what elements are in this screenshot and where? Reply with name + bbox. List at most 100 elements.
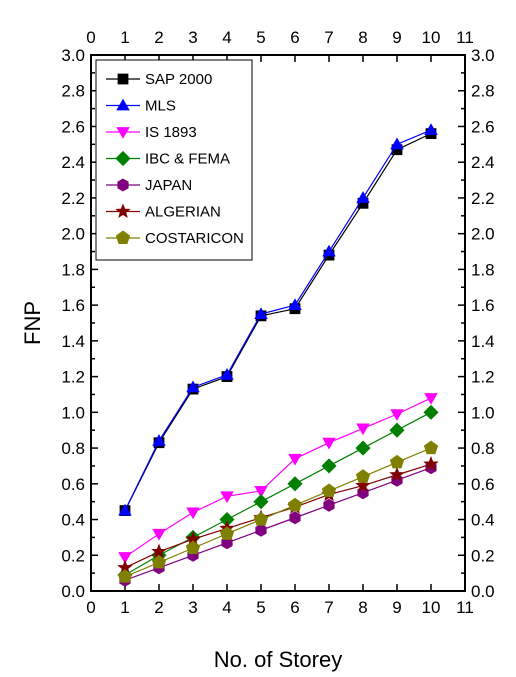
data-point-marker [254,307,268,319]
x-tick-label-bottom: 0 [86,598,95,617]
x-tick-label-top: 0 [86,28,95,47]
y-tick-label-left: 0.8 [61,439,85,458]
series-japan [119,461,437,587]
y-tick-label-left: 1.0 [61,403,85,422]
x-tick-label-top: 2 [154,28,163,47]
data-point-marker [356,191,370,203]
series-mls [118,123,438,516]
y-tick-label-right: 1.4 [471,332,495,351]
data-point-marker [322,437,336,450]
data-point-marker [220,368,234,380]
y-tick-label-right: 2.4 [471,153,495,172]
data-point-marker [287,497,303,512]
data-point-marker [390,409,404,421]
data-point-marker [220,491,234,504]
x-tick-label-bottom: 10 [422,598,441,617]
y-tick-label-right: 1.8 [471,260,495,279]
series-line [124,463,432,569]
data-point-marker [355,469,371,483]
x-tick-label-bottom: 6 [290,598,299,617]
x-tick-label-bottom: 8 [358,598,367,617]
data-point-marker [254,486,268,498]
y-tick-label-right: 0.8 [471,439,495,458]
y-tick-label-right: 2.6 [471,117,495,136]
x-tick-label-bottom: 7 [324,598,333,617]
x-tick-label-top: 5 [256,28,265,47]
legend-label: JAPAN [145,177,192,194]
x-tick-label-bottom: 5 [256,598,265,617]
data-point-marker [423,440,439,455]
y-tick-label-right: 0.4 [471,511,495,530]
data-point-marker [322,244,336,257]
data-point-marker [389,454,405,469]
legend: SAP 2000 MLS IS 1893 IBC & FEMA JAPAN ALGERIA… [95,59,253,261]
x-tick-label-top: 4 [222,28,231,47]
x-tick-label-top: 10 [422,28,441,47]
y-tick-label-right: 3.0 [471,46,495,65]
data-point-marker [423,456,439,471]
y-tick-label-right: 2.0 [471,225,495,244]
data-point-marker [118,552,132,564]
data-point-marker [118,503,132,516]
y-tick-label-left: 0.2 [61,546,85,565]
data-point-marker [116,98,130,111]
data-point-marker [390,137,404,150]
data-point-marker [255,523,267,537]
legend-item: SAP 2000 [106,71,212,88]
data-point-marker [289,511,301,525]
legend-item: ALGERIAN [106,203,221,221]
data-point-marker [152,528,166,541]
data-point-marker [321,483,337,498]
y-tick-label-left: 3.0 [61,46,85,65]
data-point-marker [424,123,438,135]
y-tick-label-left: 0.4 [61,511,85,530]
data-point-marker [117,178,129,192]
series-line [124,129,432,511]
x-tick-label-top: 7 [324,28,333,47]
data-point-marker [355,440,371,456]
data-point-marker [253,512,269,526]
y-tick-label-right: 1.2 [471,368,495,387]
y-tick-label-left: 2.0 [61,225,85,244]
data-point-marker [287,476,303,492]
series-line [124,411,432,576]
data-point-marker [288,453,302,466]
x-tick-label-top: 11 [456,28,474,47]
x-tick-label-top: 8 [358,28,367,47]
legend-item: IBC & FEMA [106,151,230,168]
y-tick-label-left: 2.8 [61,82,85,101]
data-point-marker [288,298,302,311]
series-line [124,397,432,558]
data-point-marker [117,569,133,583]
y-tick-label-left: 2.4 [61,153,85,172]
data-point-marker [151,543,167,559]
legend-item: COSTARICON [106,230,244,247]
data-point-marker [115,230,131,245]
data-point-marker [115,150,131,167]
y-tick-label-right: 1.6 [471,296,495,315]
x-tick-label-bottom: 3 [188,598,197,617]
legend-label: ALGERIAN [145,204,221,221]
legend-label: IS 1893 [145,124,197,141]
data-point-marker [116,127,130,139]
y-tick-label-right: 0.2 [471,546,495,565]
data-point-marker [219,526,235,540]
x-axis-title: No. of Storey [214,647,342,672]
y-tick-label-left: 1.8 [61,260,85,279]
data-point-marker [115,203,131,219]
data-point-marker [424,393,438,405]
legend-item: IS 1893 [106,124,197,141]
data-point-marker [117,73,129,85]
x-tick-label-bottom: 9 [392,598,401,617]
data-point-marker [389,466,405,482]
legend-label: MLS [145,98,176,115]
data-point-marker [185,540,201,555]
y-tick-label-left: 1.2 [61,368,85,387]
x-tick-label-top: 3 [188,28,197,47]
x-tick-label-bottom: 4 [222,598,231,617]
y-tick-label-right: 0.0 [471,582,495,601]
legend-item: JAPAN [106,177,192,194]
data-point-marker [423,404,439,420]
